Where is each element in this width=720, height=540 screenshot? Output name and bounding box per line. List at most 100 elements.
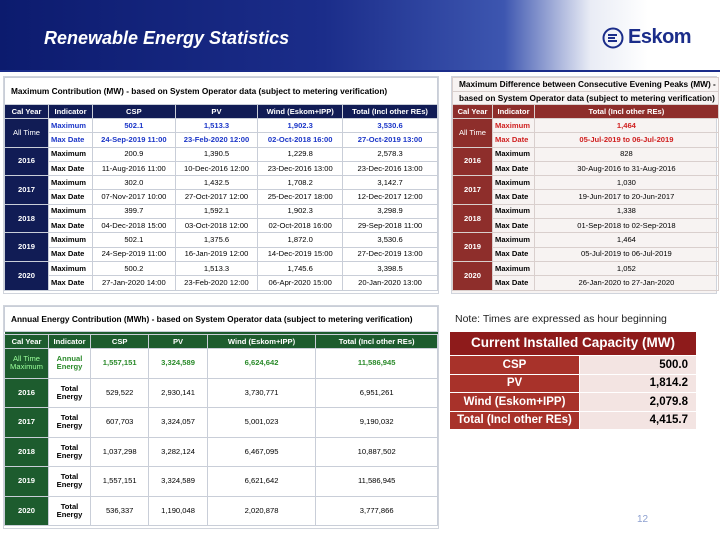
table-row: 2019 Total Energy 1,557,151 3,324,589 6,621,6… — [4, 466, 438, 497]
table-row: Max Date 05-Jul-2019 to 06-Jul-2019 — [453, 246, 719, 262]
value-cell: 1,052 — [534, 260, 719, 277]
table-row: Max Date 24-Sep-2019 11:00 23-Feb-2020 12:… — [5, 132, 438, 148]
value-cell: 1,592.1 — [174, 203, 259, 220]
indicator-line: Total — [60, 472, 79, 482]
date-cell: 26-Jan-2020 to 27-Jan-2020 — [534, 275, 719, 291]
value-cell: 502.1 — [92, 232, 176, 248]
value-cell: 3,142.7 — [342, 175, 438, 191]
header-bar: Renewable Energy Statistics Eskom — [0, 0, 720, 70]
table-row: 2020 Total Energy 536,337 1,190,048 2,020,878… — [4, 495, 438, 526]
date-cell: 02-Oct-2018 16:00 — [257, 218, 344, 234]
year-cell: 2018 — [4, 203, 49, 234]
value-cell: 10,887,502 — [315, 436, 438, 467]
value-cell: 1,229.8 — [257, 146, 344, 162]
table-row: 2018 Maximum 399.7 1,592.1 1,902.3 3,298.9 — [4, 203, 438, 234]
table-row: 2016 Maximum 828 — [452, 146, 719, 177]
header-cell: Cal Year — [4, 334, 49, 349]
value-cell: 607,703 — [89, 407, 150, 438]
value-cell: 1,557,151 — [89, 348, 150, 379]
date-cell: 10-Dec-2016 12:00 — [174, 160, 259, 177]
value-cell: 11,586,945 — [315, 466, 438, 497]
table-row: 2020 Maximum 1,052 — [452, 260, 719, 291]
capacity-value: 1,814.2 — [579, 373, 697, 393]
indicator-cell: Maximum — [492, 117, 535, 134]
table-row: Max Date 27-Jan-2020 14:00 23-Feb-2020 12:… — [5, 275, 438, 291]
table-row: 2017 Maximum 1,030 — [452, 175, 719, 205]
indicator-cell: Maximum — [48, 175, 93, 191]
indicator-cell: Max Date — [492, 189, 535, 205]
header-cell: Wind (Eskom+IPP) — [206, 334, 317, 349]
value-cell: 3,298.9 — [342, 203, 438, 220]
value-cell: 11,586,945 — [315, 348, 438, 379]
date-cell: 05-Jul-2019 to 06-Jul-2019 — [534, 246, 719, 262]
year-label-line: Maximum — [10, 362, 43, 372]
indicator-cell: Maximum — [48, 117, 93, 134]
date-cell: 30-Aug-2016 to 31-Aug-2016 — [534, 160, 719, 177]
value-cell: 1,338 — [534, 203, 719, 220]
value-cell: 1,708.2 — [257, 175, 344, 191]
max-difference-title-line2: based on System Operator data (subject t… — [452, 91, 719, 105]
header-cell: Cal Year — [4, 104, 49, 119]
capacity-row: CSP 500.0 — [449, 355, 697, 375]
value-cell: 1,513.3 — [174, 260, 259, 277]
header-cell: CSP — [89, 334, 150, 349]
date-cell: 02-Oct-2018 16:00 — [257, 132, 344, 148]
header-cell: Total (Incl other REs) — [534, 104, 719, 119]
value-cell: 1,872.0 — [257, 232, 344, 248]
table-row: 2019 Maximum 502.1 1,375.6 1,872.0 3,530.6 — [4, 232, 438, 262]
capacity-label: Total (Incl other REs) — [449, 410, 580, 430]
header-cell: PV — [148, 334, 208, 349]
indicator-cell: Max Date — [48, 218, 93, 234]
max-contribution-title: Maximum Contribution (MW) - based on Sys… — [4, 77, 438, 105]
date-cell: 23-Feb-2020 12:00 — [174, 275, 259, 291]
value-cell: 3,282,124 — [148, 436, 208, 467]
indicator-line: Energy — [56, 391, 83, 401]
indicator-cell: Max Date — [492, 160, 535, 177]
value-cell: 3,777,866 — [315, 495, 438, 526]
date-cell: 01-Sep-2018 to 02-Sep-2018 — [534, 218, 719, 234]
value-cell: 1,432.5 — [174, 175, 259, 191]
value-cell: 1,902.3 — [257, 117, 344, 134]
date-cell: 27-Dec-2019 13:00 — [342, 246, 438, 262]
value-cell: 1,745.6 — [257, 260, 344, 277]
table-row: 2018 Total Energy 1,037,298 3,282,124 6,467,0… — [4, 436, 438, 467]
table-row: Max Date 01-Sep-2018 to 02-Sep-2018 — [453, 218, 719, 234]
max-difference-table: Maximum Difference between Consecutive E… — [452, 77, 719, 291]
indicator-line: Energy — [56, 509, 83, 519]
indicator-cell: Maximum — [48, 260, 93, 277]
max-difference-panel: Maximum Difference between Consecutive E… — [451, 76, 719, 294]
value-cell: 3,730,771 — [206, 377, 317, 408]
capacity-value: 4,415.7 — [579, 410, 697, 430]
slide-title: Renewable Energy Statistics — [44, 28, 290, 48]
header-cell: Cal Year — [452, 104, 493, 119]
max-contribution-table: Maximum Contribution (MW) - based on Sys… — [4, 77, 438, 291]
indicator-cell: Max Date — [492, 275, 535, 291]
value-cell: 200.9 — [92, 146, 176, 162]
date-cell: 19-Jun-2017 to 20-Jun-2017 — [534, 189, 719, 205]
capacity-value: 500.0 — [579, 355, 697, 375]
date-cell: 25-Dec-2017 18:00 — [257, 189, 344, 205]
value-cell: 1,513.3 — [174, 117, 259, 134]
table-row: Max Date 26-Jan-2020 to 27-Jan-2020 — [453, 275, 719, 291]
date-cell: 07-Nov-2017 10:00 — [92, 189, 176, 205]
date-cell: 24-Sep-2019 11:00 — [92, 132, 176, 148]
header-cell: Indicator — [48, 334, 91, 349]
table-row: All Time Maximum 502.1 1,513.3 1,902.3 3,530.… — [4, 117, 438, 148]
header-cell: Total (Incl other REs) — [342, 104, 438, 119]
annual-energy-panel: Annual Energy Contribution (MWh) - based… — [3, 305, 439, 529]
max-contribution-panel: Maximum Contribution (MW) - based on Sys… — [3, 76, 439, 294]
annual-energy-table: Annual Energy Contribution (MWh) - based… — [4, 306, 438, 526]
date-cell: 23-Dec-2016 13:00 — [257, 160, 344, 177]
table-row: Max Date 24-Sep-2019 11:00 16-Jan-2019 12:… — [5, 246, 438, 262]
annual-energy-title: Annual Energy Contribution (MWh) - based… — [4, 306, 438, 332]
value-cell: 529,522 — [89, 377, 150, 408]
eskom-logo: Eskom — [602, 26, 692, 49]
year-cell: 2018 — [4, 436, 49, 467]
indicator-line: Total — [60, 501, 79, 511]
time-note: Note: Times are expressed as hour beginn… — [455, 313, 667, 325]
date-cell: 12-Dec-2017 12:00 — [342, 189, 438, 205]
date-cell: 03-Oct-2018 12:00 — [174, 218, 259, 234]
header-cell: Indicator — [492, 104, 535, 119]
indicator-line: Total — [60, 383, 79, 393]
indicator-cell: Annual Energy — [48, 348, 91, 379]
